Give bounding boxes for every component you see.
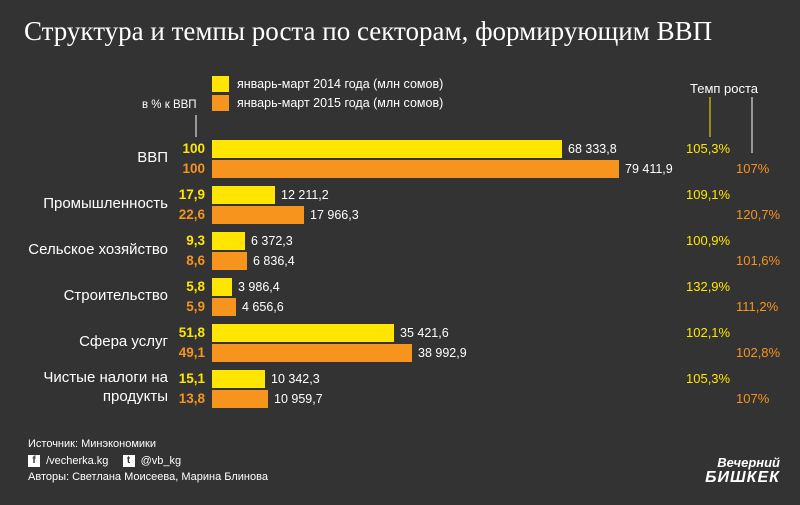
twitter-icon: t xyxy=(122,455,135,468)
share-value: 22,6 xyxy=(178,207,205,222)
bar xyxy=(212,324,394,342)
growth-header: Темп роста xyxy=(690,81,759,96)
share-value: 5,9 xyxy=(186,299,205,314)
bar-value-label: 12 211,2 xyxy=(281,188,329,202)
bar xyxy=(212,252,247,270)
share-value: 17,9 xyxy=(178,187,205,202)
newspaper-logo: Вечерний БИШКЕК xyxy=(684,455,780,486)
bar xyxy=(212,140,562,158)
share-value: 100 xyxy=(182,141,205,156)
logo-line-2: БИШКЕК xyxy=(705,469,780,486)
growth-value: 107% xyxy=(736,161,770,176)
category-label: Сельское хозяйство xyxy=(28,241,168,258)
category-label: Промышленность xyxy=(43,195,168,212)
share-value: 51,8 xyxy=(178,325,205,340)
bar-value-label: 79 411,9 xyxy=(625,162,673,176)
growth-value: 105,3% xyxy=(686,141,731,156)
bar-value-label: 6 372,3 xyxy=(251,234,293,248)
social-links: f /vecherka.kg t @vb_kg xyxy=(28,455,182,468)
growth-value: 107% xyxy=(736,391,770,406)
growth-value: 132,9% xyxy=(686,279,731,294)
bar xyxy=(212,344,412,362)
logo-line-1: Вечерний xyxy=(717,455,780,470)
growth-value: 109,1% xyxy=(686,187,731,202)
bar xyxy=(212,206,304,224)
bar xyxy=(212,160,619,178)
bar xyxy=(212,298,236,316)
growth-value: 120,7% xyxy=(736,207,781,222)
bar-value-label: 10 342,3 xyxy=(271,372,320,386)
bar xyxy=(212,370,265,388)
bar-value-label: 10 959,7 xyxy=(274,392,323,406)
bar-value-label: 38 992,9 xyxy=(418,346,467,360)
legend-item-2015: январь-март 2015 года (млн сомов) xyxy=(212,95,443,111)
bar-value-label: 68 333,8 xyxy=(568,142,617,156)
growth-value: 100,9% xyxy=(686,233,731,248)
growth-value: 101,6% xyxy=(736,253,781,268)
legend-label-2014: январь-март 2014 года (млн сомов) xyxy=(237,77,444,91)
growth-value: 111,2% xyxy=(736,299,779,314)
twitter-handle[interactable]: @vb_kg xyxy=(140,455,182,467)
bar-value-label: 17 966,3 xyxy=(310,208,359,222)
source-text: Источник: Минэкономики xyxy=(28,438,156,450)
bar xyxy=(212,390,268,408)
category-label: Чистые налоги на продукты xyxy=(43,369,168,405)
facebook-icon: f xyxy=(28,455,40,468)
growth-value: 102,1% xyxy=(686,325,731,340)
growth-value: 105,3% xyxy=(686,371,731,386)
legend-item-2014: январь-март 2014 года (млн сомов) xyxy=(212,76,443,92)
category-label: Сфера услуг xyxy=(79,333,168,350)
legend-swatch-2014 xyxy=(212,76,229,92)
share-header: в % к ВВП xyxy=(142,99,197,111)
share-value: 5,8 xyxy=(186,279,205,294)
legend-swatch-2015 xyxy=(212,95,229,111)
authors-text: Авторы: Светлана Моисеева, Марина Блинов… xyxy=(28,471,268,483)
share-value: 8,6 xyxy=(186,253,205,268)
share-value: 9,3 xyxy=(186,233,205,248)
bar xyxy=(212,186,275,204)
bar-value-label: 35 421,6 xyxy=(400,326,449,340)
legend-label-2015: январь-март 2015 года (млн сомов) xyxy=(237,96,444,110)
bar xyxy=(212,232,245,250)
bar-value-label: 4 656,6 xyxy=(242,300,284,314)
category-label: Строительство xyxy=(63,287,168,304)
facebook-handle[interactable]: /vecherka.kg xyxy=(46,455,109,467)
share-value: 49,1 xyxy=(178,345,205,360)
chart-title: Структура и темпы роста по секторам, фор… xyxy=(24,16,713,46)
bar-value-label: 3 986,4 xyxy=(238,280,280,294)
share-value: 13,8 xyxy=(178,391,205,406)
growth-value: 102,8% xyxy=(736,345,781,360)
bar xyxy=(212,278,232,296)
bar-value-label: 6 836,4 xyxy=(253,254,295,268)
share-value: 15,1 xyxy=(178,371,205,386)
category-label: ВВП xyxy=(137,149,168,166)
share-value: 100 xyxy=(182,161,205,176)
